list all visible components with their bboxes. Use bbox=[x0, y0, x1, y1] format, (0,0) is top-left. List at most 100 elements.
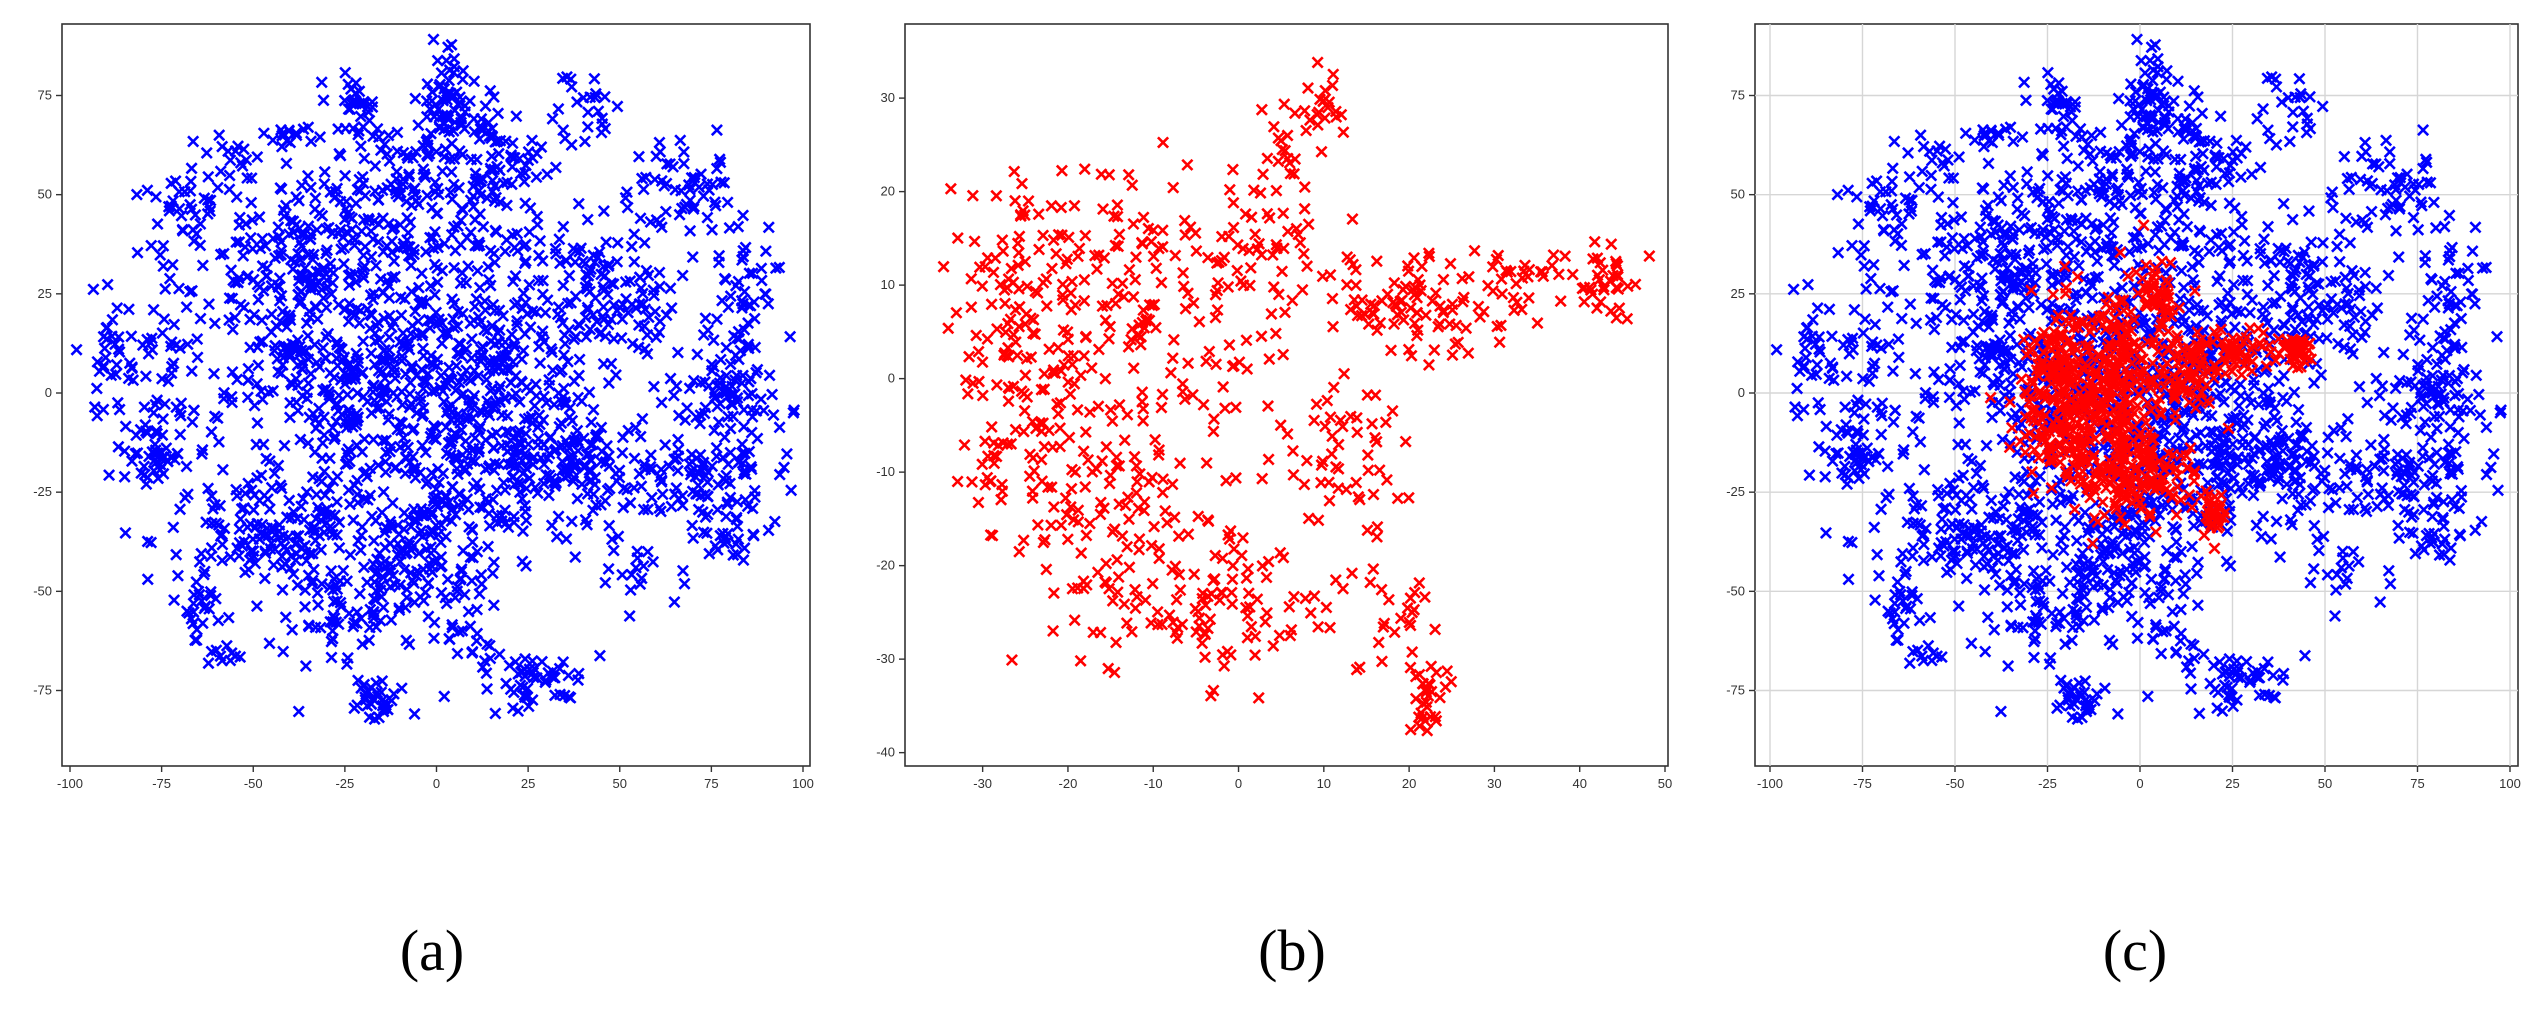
scatter-point bbox=[1496, 287, 1509, 301]
scatter-point bbox=[501, 348, 514, 362]
scatter-point bbox=[317, 341, 330, 354]
scatter-point bbox=[710, 441, 723, 454]
scatter-point bbox=[1231, 264, 1244, 277]
scatter-point bbox=[1338, 367, 1351, 380]
scatter-point bbox=[488, 304, 501, 317]
scatter-point bbox=[976, 280, 989, 293]
scatter-point bbox=[2487, 447, 2500, 460]
scatter-point bbox=[978, 435, 992, 448]
scatter-point bbox=[388, 361, 401, 374]
scatter-point bbox=[151, 217, 164, 231]
scatter-point bbox=[310, 488, 323, 501]
scatter-point bbox=[2469, 221, 2482, 234]
scatter-point bbox=[560, 70, 573, 83]
scatter-point bbox=[658, 179, 671, 192]
scatter-point bbox=[693, 417, 707, 430]
scatter-point bbox=[1823, 303, 1836, 316]
scatter-point bbox=[1413, 576, 1426, 589]
scatter-point bbox=[748, 484, 761, 497]
scatter-point bbox=[1240, 334, 1253, 347]
scatter-point bbox=[302, 377, 315, 390]
scatter-point bbox=[1876, 397, 1889, 410]
scatter-point bbox=[1925, 169, 1938, 182]
scatter-point bbox=[729, 349, 742, 362]
scatter-point bbox=[569, 551, 582, 564]
scatter-point bbox=[755, 262, 768, 275]
scatter-point bbox=[1033, 243, 1046, 256]
scatter-point bbox=[607, 299, 620, 312]
scatter-point bbox=[1061, 533, 1074, 546]
scatter-point bbox=[523, 472, 536, 485]
scatter-point bbox=[1036, 475, 1049, 488]
scatter-point bbox=[1045, 199, 1058, 212]
scatter-point bbox=[720, 510, 733, 523]
scatter-point bbox=[589, 430, 602, 444]
scatter-point bbox=[714, 353, 727, 366]
scatter-point bbox=[251, 377, 264, 390]
scatter-point bbox=[492, 147, 505, 160]
scatter-point bbox=[563, 411, 576, 424]
scatter-point bbox=[659, 205, 672, 218]
scatter-point bbox=[549, 242, 562, 255]
scatter-point bbox=[985, 420, 998, 433]
scatter-point bbox=[440, 421, 453, 434]
scatter-point bbox=[330, 415, 343, 428]
scatter-point bbox=[451, 320, 464, 333]
scatter-point bbox=[519, 197, 532, 210]
scatter-point bbox=[307, 407, 320, 420]
scatter-point bbox=[531, 438, 544, 452]
scatter-point bbox=[407, 151, 420, 164]
scatter-point bbox=[537, 390, 551, 403]
scatter-point bbox=[2203, 245, 2216, 258]
scatter-point bbox=[319, 352, 332, 365]
scatter-point bbox=[510, 110, 523, 123]
scatter-point bbox=[1916, 165, 1929, 178]
scatter-point bbox=[549, 443, 562, 456]
scatter-point bbox=[2034, 122, 2047, 136]
scatter-point bbox=[1788, 400, 1802, 414]
scatter-point bbox=[1965, 503, 1978, 516]
scatter-point bbox=[1047, 587, 1060, 600]
scatter-point bbox=[963, 350, 976, 363]
scatter-point bbox=[1263, 353, 1276, 366]
scatter-point bbox=[99, 351, 112, 364]
scatter-point bbox=[1106, 277, 1119, 290]
scatter-point bbox=[372, 193, 385, 206]
scatter-point bbox=[1316, 270, 1329, 283]
scatter-point bbox=[1982, 157, 1995, 170]
scatter-point bbox=[559, 337, 572, 350]
scatter-point bbox=[1361, 448, 1374, 462]
scatter-point bbox=[530, 147, 543, 160]
scatter-point bbox=[555, 363, 568, 376]
scatter-point bbox=[628, 255, 641, 268]
scatter-point bbox=[1329, 574, 1342, 587]
scatter-point bbox=[1032, 208, 1045, 221]
scatter-point bbox=[171, 569, 184, 582]
scatter-point bbox=[1399, 435, 1412, 448]
scatter-point bbox=[1174, 584, 1187, 597]
scatter-point bbox=[273, 294, 286, 307]
scatter-point bbox=[1286, 444, 1299, 457]
scatter-point bbox=[1112, 571, 1125, 584]
scatter-point bbox=[1118, 598, 1131, 611]
scatter-point bbox=[139, 370, 152, 383]
scatter-point bbox=[1895, 312, 1908, 325]
scatter-point bbox=[340, 225, 353, 238]
scatter-point bbox=[387, 220, 401, 233]
scatter-point bbox=[379, 455, 392, 468]
scatter-point bbox=[103, 469, 116, 482]
scatter-point bbox=[773, 468, 786, 481]
scatter-point bbox=[562, 323, 576, 336]
scatter-point bbox=[699, 312, 712, 325]
scatter-point bbox=[1200, 456, 1213, 470]
scatter-point bbox=[2422, 294, 2435, 307]
scatter-point bbox=[253, 210, 266, 224]
scatter-point bbox=[621, 201, 634, 214]
scatter-point bbox=[669, 183, 682, 196]
scatter-point bbox=[501, 457, 515, 470]
scatter-point bbox=[1097, 203, 1110, 216]
scatter-point bbox=[470, 292, 483, 305]
scatter-point bbox=[976, 458, 989, 471]
scatter-point bbox=[2270, 138, 2283, 151]
scatter-point bbox=[1129, 251, 1143, 264]
